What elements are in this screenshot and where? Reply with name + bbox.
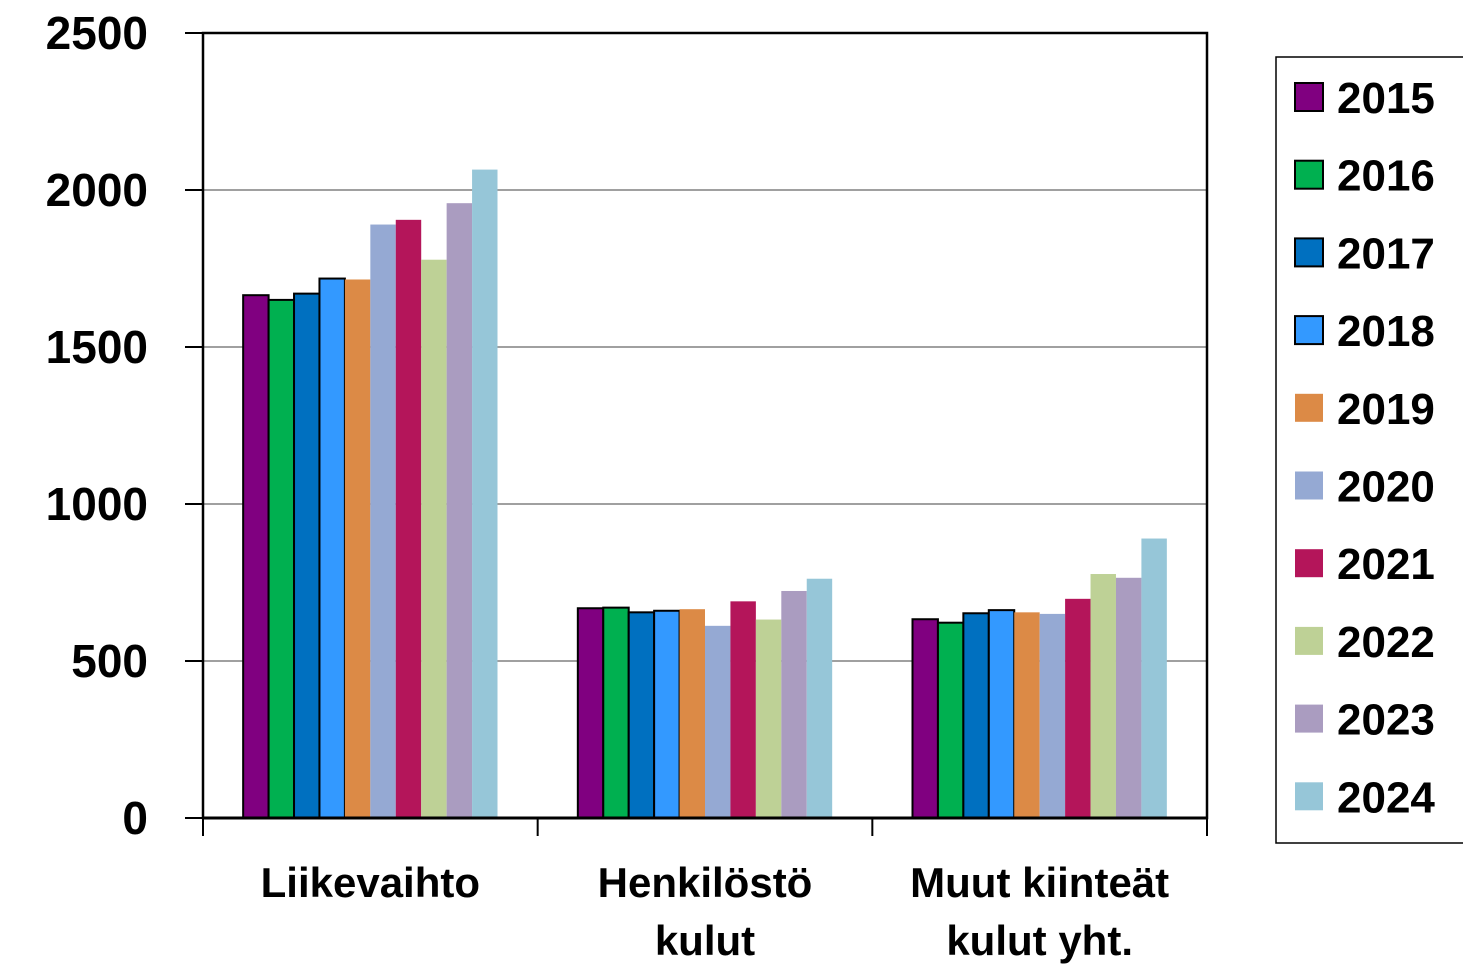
bar-2015-cat1 <box>576 607 605 819</box>
legend-label-2021: 2021 <box>1337 540 1435 589</box>
bar-2020-cat1 <box>705 625 731 818</box>
legend-label-2022: 2022 <box>1337 618 1435 667</box>
bar-2017-cat0 <box>293 292 321 819</box>
bar-2015-cat2 <box>911 618 939 819</box>
bar-2018-cat2 <box>987 609 1016 820</box>
bar-2020-cat2 <box>1039 613 1066 818</box>
bar-2024-cat0 <box>472 169 498 819</box>
bar-2021-cat0 <box>395 219 422 818</box>
category-label-2-line1: kulut yht. <box>946 917 1133 964</box>
category-label-1-line1: kulut <box>655 917 755 964</box>
bars <box>242 169 1167 820</box>
bar-2019-cat1 <box>679 609 705 818</box>
bar-2023-cat1 <box>781 590 807 818</box>
legend-swatch-2015 <box>1294 82 1324 112</box>
bar-2022-cat1 <box>755 619 782 818</box>
y-tick-label-0: 0 <box>122 792 148 844</box>
y-tick-label-500: 500 <box>71 635 148 687</box>
bar-2021-cat1 <box>730 601 756 818</box>
legend-swatch-2018 <box>1294 315 1324 346</box>
bar-2016-cat1 <box>602 606 630 819</box>
category-label-2-line0: Muut kiinteät <box>910 859 1169 906</box>
legend-label-2024: 2024 <box>1337 773 1435 822</box>
legend-label-2023: 2023 <box>1337 696 1435 745</box>
bar-2018-cat1 <box>653 609 681 820</box>
bar-2024-cat1 <box>806 578 833 818</box>
bar-2024-cat2 <box>1141 538 1167 818</box>
legend-swatch-2023 <box>1295 704 1323 733</box>
bar-2022-cat2 <box>1090 574 1116 818</box>
legend-swatch-2021 <box>1295 549 1323 578</box>
y-tick-label-1000: 1000 <box>46 478 148 530</box>
y-tick-label-2000: 2000 <box>46 164 148 216</box>
bar-2019-cat0 <box>344 279 371 818</box>
y-tick-label-2500: 2500 <box>46 7 148 59</box>
bar-2017-cat1 <box>627 611 656 820</box>
y-tick-label-1500: 1500 <box>46 321 148 373</box>
bar-2018-cat0 <box>318 277 346 820</box>
bar-2021-cat2 <box>1065 598 1091 818</box>
bar-2016-cat2 <box>936 621 965 820</box>
bar-2016-cat0 <box>267 298 296 819</box>
bar-2023-cat0 <box>446 203 473 819</box>
legend-label-2018: 2018 <box>1337 307 1435 356</box>
x-axis-category-labels: Liikevaihto Henkilöstö kulut Muut kiinteät k… <box>261 859 1170 964</box>
legend-label-2020: 2020 <box>1337 463 1435 512</box>
legend-swatch-2022 <box>1295 626 1323 655</box>
bar-2022-cat0 <box>421 259 447 818</box>
axes <box>185 31 1209 836</box>
bar-2020-cat0 <box>370 224 396 819</box>
legend-label-2017: 2017 <box>1337 229 1435 278</box>
legend-swatch-2024 <box>1295 782 1323 811</box>
legend-swatch-2019 <box>1295 393 1323 422</box>
legend-label-2015: 2015 <box>1337 74 1435 123</box>
legend-swatch-2020 <box>1295 471 1323 500</box>
bar-2015-cat0 <box>242 294 270 819</box>
legend-swatch-2016 <box>1294 159 1324 190</box>
legend: 2015 2016 2017 2018 2019 2020 2021 2022 2023 2024 <box>1275 56 1463 844</box>
legend-label-2016: 2016 <box>1337 152 1435 201</box>
legend-label-2019: 2019 <box>1337 385 1435 434</box>
bar-2019-cat2 <box>1014 612 1040 818</box>
legend-swatch-2017 <box>1294 237 1324 268</box>
bar-2023-cat2 <box>1115 577 1142 818</box>
category-label-0-line0: Liikevaihto <box>261 859 480 906</box>
category-label-1-line0: Henkilöstö <box>598 859 813 906</box>
bar-2017-cat2 <box>962 612 990 819</box>
y-axis-tick-labels: 0 500 1000 1500 2000 2500 <box>46 7 148 844</box>
